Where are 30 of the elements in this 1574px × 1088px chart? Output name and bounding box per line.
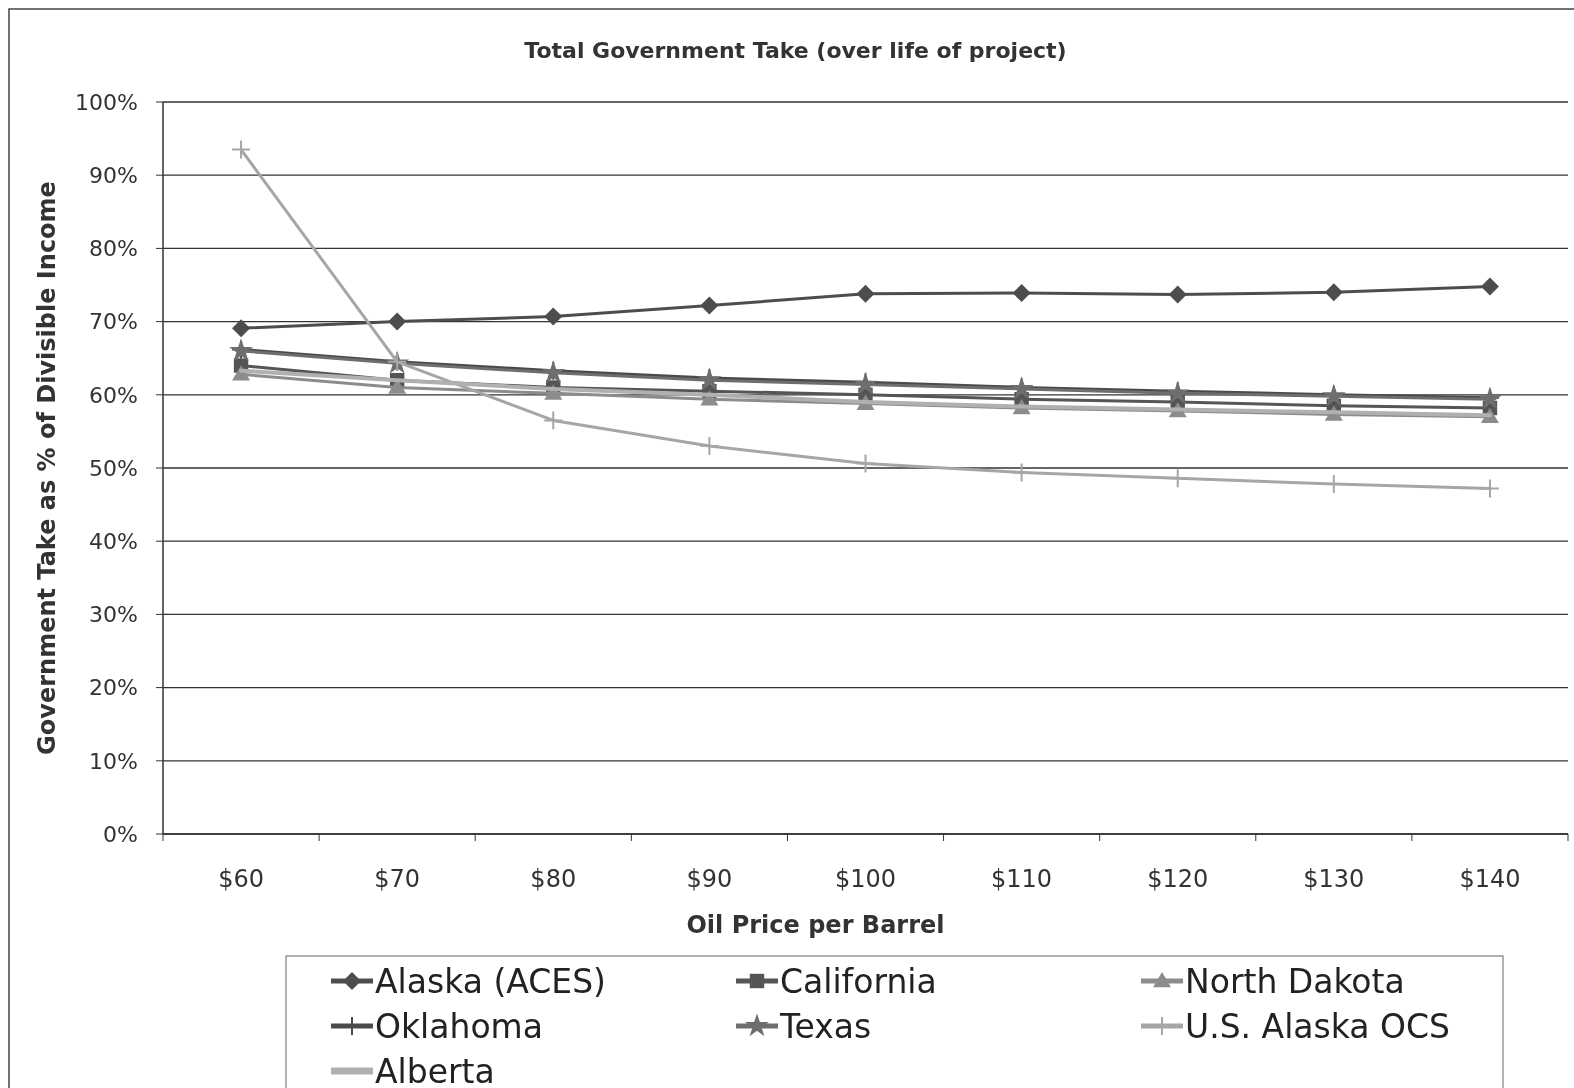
x-tick-label: $140 [1459, 865, 1521, 893]
legend-label: North Dakota [1185, 961, 1405, 1001]
x-tick-label: $110 [991, 865, 1053, 893]
x-tick-label: $90 [686, 865, 733, 893]
y-axis-title: Government Take as % of Divisible Income [33, 181, 61, 755]
legend-label: U.S. Alaska OCS [1185, 1006, 1450, 1046]
x-tick-label: $100 [834, 865, 897, 893]
y-tick-label: 60% [89, 382, 138, 408]
x-tick-label: $130 [1303, 865, 1365, 893]
y-tick-label: 100% [75, 89, 138, 115]
y-tick-label: 20% [89, 675, 138, 701]
x-axis-title: Oil Price per Barrel [686, 911, 945, 939]
y-tick-label: 70% [89, 309, 138, 335]
chart-title: Total Government Take (over life of project) [524, 38, 1067, 63]
x-tick-label: $70 [374, 865, 421, 893]
legend-label: California [780, 961, 937, 1001]
x-tick-label: $120 [1147, 865, 1209, 893]
legend-label: Texas [779, 1006, 872, 1046]
legend-label: Alberta [375, 1051, 495, 1088]
y-tick-label: 30% [89, 602, 138, 628]
y-tick-label: 10% [89, 748, 138, 774]
y-tick-label: 90% [89, 162, 138, 188]
y-tick-label: 40% [89, 528, 138, 554]
x-tick-label: $60 [218, 865, 264, 893]
legend-label: Oklahoma [375, 1006, 543, 1046]
y-tick-label: 50% [89, 455, 138, 481]
legend-label: Alaska (ACES) [375, 961, 606, 1001]
x-tick-label: $80 [530, 865, 577, 893]
y-tick-label: 0% [103, 821, 138, 847]
y-tick-label: 80% [89, 236, 138, 262]
